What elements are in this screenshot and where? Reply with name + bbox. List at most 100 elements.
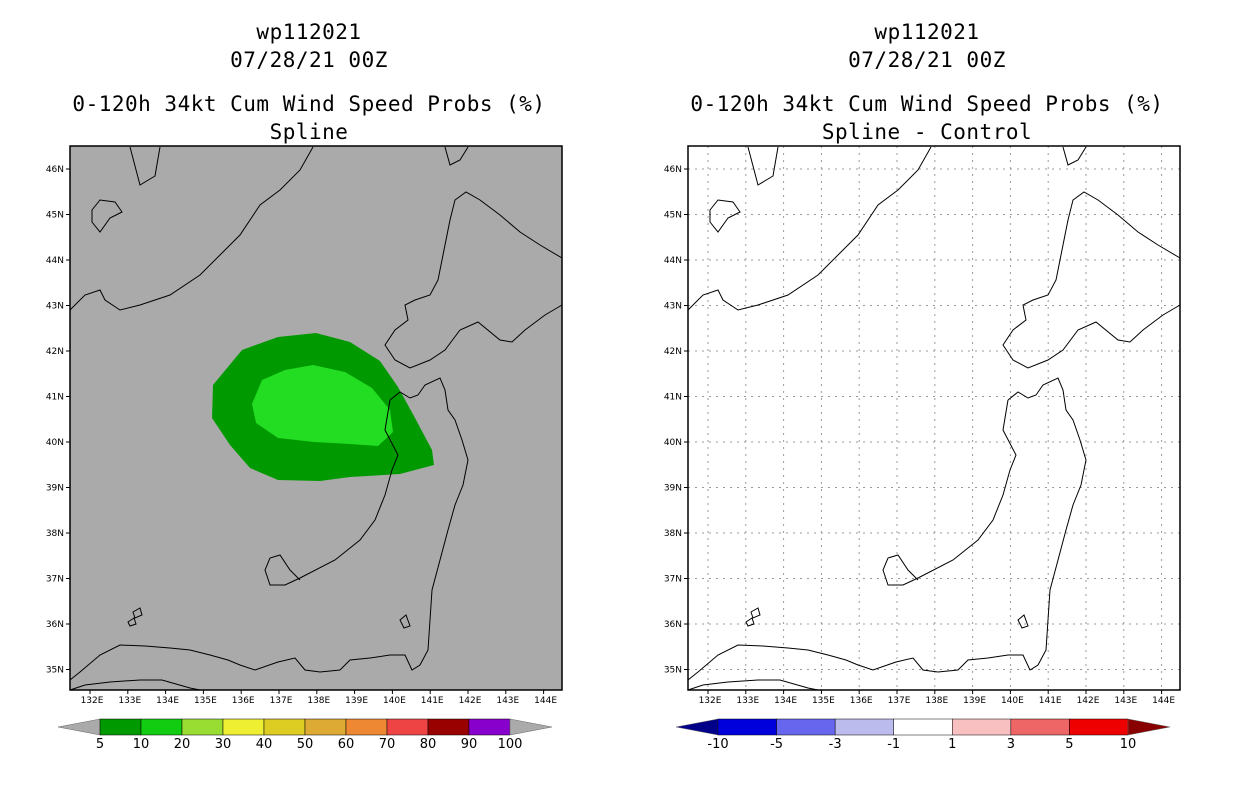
lat-tick-label: 42N — [664, 347, 682, 357]
difference-colorbar: -10 -5 -3 -1 1 3 5 10 — [675, 718, 1171, 752]
colorbar-label: 90 — [461, 737, 478, 752]
latitude-axis: 46N 45N 44N 43N 42N 41N 40N 39N 38N 37N 36N 35N — [46, 165, 70, 676]
colorbar-swatch — [222, 718, 265, 736]
colorbar-swatch — [304, 718, 347, 736]
right-map-panel: wp112021 07/28/21 00Z 0-120h 34kt Cum Wi… — [618, 0, 1236, 800]
lon-tick-label: 140E — [1001, 696, 1024, 706]
coastlines — [687, 146, 1181, 691]
colorbar-swatch — [345, 718, 388, 736]
colorbar-label: 60 — [338, 737, 355, 752]
lon-tick-label: 138E — [307, 696, 330, 706]
colorbar-swatch — [468, 718, 511, 736]
colorbar-under-arrow — [57, 718, 101, 736]
lon-tick-label: 136E — [232, 696, 255, 706]
lat-tick-label: 45N — [664, 211, 682, 221]
lat-tick-label: 41N — [664, 393, 682, 403]
lat-tick-label: 42N — [46, 347, 64, 357]
subtitle: Spline - Control — [821, 120, 1033, 144]
product-title: 0-120h 34kt Cum Wind Speed Probs (%) — [72, 92, 546, 116]
lon-tick-label: 135E — [812, 696, 835, 706]
colorbar-label: 70 — [379, 737, 396, 752]
colorbar-label: 1 — [948, 737, 956, 752]
lon-tick-label: 134E — [774, 696, 797, 706]
colorbar-label: 5 — [96, 737, 104, 752]
lat-tick-label: 40N — [664, 438, 682, 448]
lon-tick-label: 137E — [270, 696, 293, 706]
storm-id-title: wp112021 — [256, 20, 362, 44]
colorbar-over-arrow — [1127, 718, 1171, 736]
colorbar-label: 40 — [256, 737, 273, 752]
lat-tick-label: 35N — [46, 666, 64, 676]
lon-tick-label: 143E — [496, 696, 519, 706]
lat-tick-label: 39N — [46, 484, 64, 494]
lat-tick-label: 37N — [46, 575, 64, 585]
colorbar-over-arrow — [509, 718, 553, 736]
colorbar-label: 100 — [498, 737, 523, 752]
lon-tick-label: 142E — [1077, 696, 1100, 706]
lon-tick-label: 134E — [156, 696, 179, 706]
colorbar-label: 20 — [174, 737, 191, 752]
colorbar-swatch — [952, 718, 1012, 736]
lat-tick-label: 43N — [664, 302, 682, 312]
map-frame — [687, 145, 1181, 691]
colorbar-label: -5 — [770, 737, 783, 752]
lat-tick-label: 35N — [664, 666, 682, 676]
colorbar-label: 10 — [1120, 737, 1137, 752]
colorbar-swatch — [140, 718, 183, 736]
colorbar-label: -3 — [829, 737, 842, 752]
lon-tick-label: 132E — [81, 696, 104, 706]
colorbar-swatch — [263, 718, 306, 736]
left-map-svg: 46N 45N 44N 43N 42N 41N 40N 39N 38N 37N 36N 35N 132… — [46, 145, 563, 752]
product-title: 0-120h 34kt Cum Wind Speed Probs (%) — [690, 92, 1164, 116]
lon-tick-label: 141E — [1039, 696, 1062, 706]
lon-tick-label: 135E — [194, 696, 217, 706]
colorbar-label: 10 — [133, 737, 150, 752]
colorbar-label: 3 — [1007, 737, 1015, 752]
lon-tick-label: 144E — [1152, 696, 1175, 706]
lon-tick-label: 133E — [736, 696, 759, 706]
colorbar-under-arrow — [675, 718, 719, 736]
lat-tick-label: 43N — [46, 302, 64, 312]
colorbar-swatch — [427, 718, 470, 736]
lon-tick-label: 142E — [459, 696, 482, 706]
time-title: 07/28/21 00Z — [848, 48, 1006, 72]
map-frame — [69, 145, 563, 691]
colorbar-label: -1 — [887, 737, 900, 752]
left-map-panel: wp112021 07/28/21 00Z 0-120h 34kt Cum Wi… — [46, 20, 563, 752]
lon-tick-label: 136E — [850, 696, 873, 706]
colorbar-swatch — [776, 718, 836, 736]
colorbar-swatch — [99, 718, 142, 736]
lon-tick-label: 141E — [421, 696, 444, 706]
lon-tick-label: 140E — [383, 696, 406, 706]
lat-tick-label: 36N — [664, 620, 682, 630]
colorbar-label: -10 — [707, 737, 728, 752]
lat-tick-label: 46N — [664, 165, 682, 175]
colorbar-swatch — [1069, 718, 1129, 736]
lat-tick-label: 45N — [46, 211, 64, 221]
colorbar-swatch — [834, 718, 894, 736]
lon-tick-label: 137E — [888, 696, 911, 706]
colorbar-swatch — [717, 718, 777, 736]
subtitle: Spline — [269, 120, 349, 144]
lat-tick-label: 46N — [46, 165, 64, 175]
lat-tick-label: 44N — [664, 256, 682, 266]
colorbar-swatch — [181, 718, 224, 736]
colorbar-label: 30 — [215, 737, 232, 752]
lon-tick-label: 139E — [963, 696, 986, 706]
lat-tick-label: 39N — [664, 484, 682, 494]
time-title: 07/28/21 00Z — [230, 48, 388, 72]
storm-id-title: wp112021 — [874, 20, 980, 44]
longitude-axis: 132E 133E 134E 135E 136E 137E 138E 139E 140E 141E… — [699, 690, 1175, 706]
lon-tick-label: 138E — [925, 696, 948, 706]
latitude-axis: 46N 45N 44N 43N 42N 41N 40N 39N 38N 37N 36N 35N — [664, 165, 688, 676]
colorbar-swatch — [1010, 718, 1070, 736]
colorbar-label: 5 — [1065, 737, 1073, 752]
lat-tick-label: 40N — [46, 438, 64, 448]
lon-tick-label: 132E — [699, 696, 722, 706]
right-map-svg: 46N 45N 44N 43N 42N 41N 40N 39N 38N 37N 36N 35N 132… — [664, 145, 1181, 752]
map-gridlines — [688, 146, 1180, 690]
coastlines — [69, 146, 563, 691]
map-background — [688, 146, 1180, 690]
lon-tick-label: 144E — [534, 696, 557, 706]
lat-tick-label: 36N — [46, 620, 64, 630]
